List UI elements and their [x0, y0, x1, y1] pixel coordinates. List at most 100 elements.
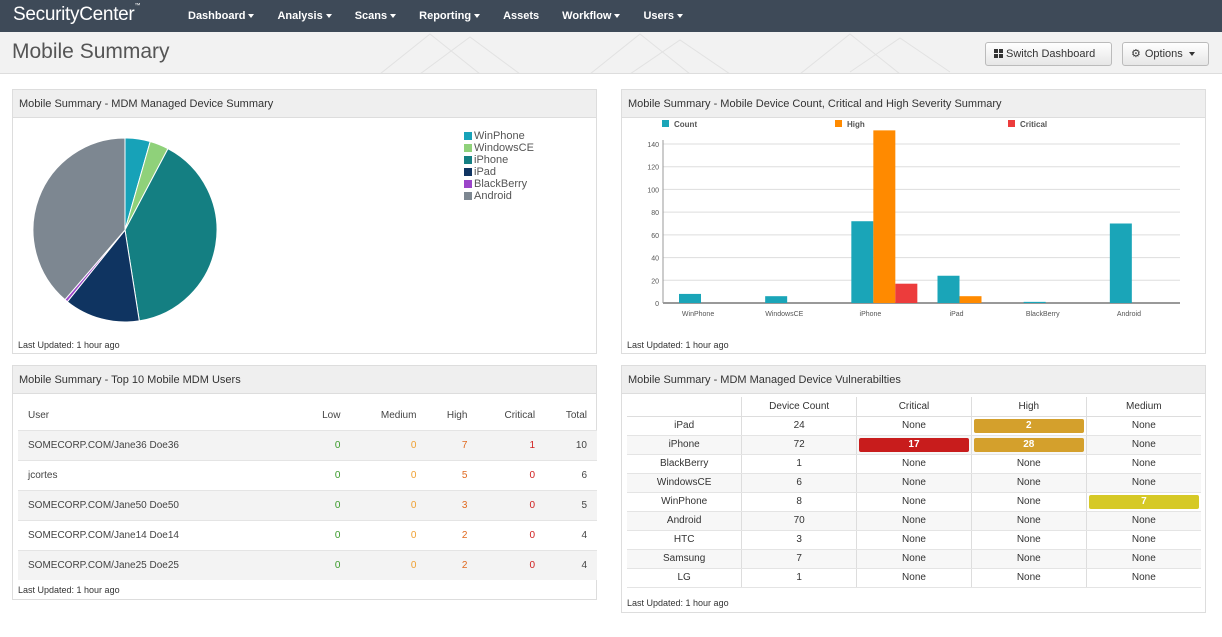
nav-users[interactable]: Users: [643, 0, 684, 32]
table-row[interactable]: WindowsCE 6 None None None: [627, 473, 1201, 493]
bar-count-android[interactable]: [1109, 223, 1132, 304]
cell-count: 24: [741, 416, 857, 436]
pie-slice-iphone[interactable]: [124, 147, 218, 322]
nav-assets[interactable]: Assets: [503, 10, 540, 22]
bar-count-blackberry[interactable]: [1023, 301, 1046, 303]
cell-low: 0: [303, 489, 351, 520]
nav-dashboard[interactable]: Dashboard: [188, 0, 255, 32]
cell-medium: 0: [350, 429, 427, 460]
legend-swatch: [464, 192, 472, 200]
y-tick-label: 80: [651, 210, 659, 217]
top-navbar: SecurityCenter™ Dashboard Analysis Scans Re…: [0, 0, 1222, 32]
table-row[interactable]: Samsung 7 None None None: [627, 549, 1201, 569]
cell-medium: 0: [350, 519, 427, 550]
cell-device: Android: [627, 511, 742, 531]
legend-item-iphone[interactable]: iPhone: [464, 154, 534, 166]
users-table: User Low Medium High Critical Total SOMECORP.…: [18, 402, 597, 580]
table-row[interactable]: SOMECORP.COM/Jane50 Doe50 0 0 3 0 5: [18, 489, 597, 520]
table-row[interactable]: LG 1 None None None: [627, 568, 1201, 588]
bar-count-iphone[interactable]: [851, 221, 874, 303]
cell-medium: 7: [1085, 492, 1201, 512]
cell-low: 0: [303, 519, 351, 550]
column-header-high[interactable]: High: [446, 410, 468, 422]
cell-high: None: [970, 511, 1087, 531]
column-header-device[interactable]: [627, 397, 742, 417]
cell-critical: None: [856, 549, 972, 569]
legend-swatch-high: [835, 120, 842, 127]
legend-swatch: [464, 144, 472, 152]
cell-medium: None: [1085, 454, 1201, 474]
legend-item-ipad[interactable]: iPad: [464, 166, 534, 178]
column-header-high[interactable]: High: [970, 397, 1087, 417]
cell-count: 8: [741, 492, 857, 512]
options-button[interactable]: ⚙ Options: [1122, 42, 1209, 66]
bar-high-ipad[interactable]: [959, 296, 982, 303]
cell-device: BlackBerry: [627, 454, 742, 474]
severity-badge-medium[interactable]: 7: [1088, 494, 1199, 509]
cell-high: 2: [426, 519, 478, 550]
table-row[interactable]: iPhone 72 17 28 None: [627, 435, 1201, 455]
bar-count-winphone[interactable]: [679, 293, 701, 303]
cell-device: Samsung: [627, 549, 742, 569]
pie-slice-android[interactable]: [32, 137, 126, 301]
column-header-total[interactable]: Total: [565, 410, 587, 422]
column-header-medium[interactable]: Medium: [1085, 397, 1201, 417]
cell-device: iPhone: [627, 435, 742, 455]
nav-analysis[interactable]: Analysis: [277, 0, 332, 32]
y-tick-label: 60: [651, 233, 659, 240]
column-header-user[interactable]: User: [28, 410, 50, 422]
bar-high-iphone[interactable]: [873, 130, 896, 303]
column-header-medium[interactable]: Medium: [380, 410, 417, 422]
switch-dashboard-button[interactable]: Switch Dashboard: [985, 42, 1112, 66]
column-header-low[interactable]: Low: [322, 410, 341, 422]
severity-badge-high[interactable]: 2: [973, 418, 1084, 433]
table-row[interactable]: SOMECORP.COM/Jane36 Doe36 0 0 7 1 10: [18, 429, 597, 460]
table-row[interactable]: SOMECORP.COM/Jane14 Doe14 0 0 2 0 4: [18, 519, 597, 550]
table-row[interactable]: Android 70 None None None: [627, 511, 1201, 531]
nav-reporting[interactable]: Reporting: [419, 0, 481, 32]
nav-workflow[interactable]: Workflow: [562, 0, 621, 32]
table-row[interactable]: WinPhone 8 None None 7: [627, 492, 1201, 512]
legend-item-blackberry[interactable]: BlackBerry: [464, 178, 534, 190]
cell-count: 70: [741, 511, 857, 531]
legend-label-critical[interactable]: Critical: [1020, 120, 1047, 129]
legend-item-android[interactable]: Android: [464, 190, 534, 202]
cell-medium: None: [1085, 530, 1201, 550]
cell-critical: 0: [477, 549, 546, 580]
legend-item-winphone[interactable]: WinPhone: [464, 130, 534, 142]
x-tick-label: WinPhone: [682, 311, 714, 318]
legend-label-count[interactable]: Count: [674, 120, 697, 129]
table-row[interactable]: jcortes 0 0 5 0 6: [18, 459, 597, 490]
table-row[interactable]: BlackBerry 1 None None None: [627, 454, 1201, 474]
column-header-device-count[interactable]: Device Count: [741, 397, 857, 417]
legend-item-windowsce[interactable]: WindowsCE: [464, 142, 534, 154]
severity-badge-high[interactable]: 28: [973, 437, 1084, 452]
page-title: Mobile Summary: [12, 40, 170, 63]
legend-swatch: [464, 132, 472, 140]
pie-slice-ipad[interactable]: [66, 228, 140, 323]
y-tick-label: 120: [647, 165, 659, 172]
table-row[interactable]: iPad 24 None 2 None: [627, 416, 1201, 436]
cell-critical: 0: [477, 519, 546, 550]
column-header-critical[interactable]: Critical: [504, 410, 536, 422]
cell-critical: 17: [856, 435, 972, 455]
cell-critical: None: [856, 492, 972, 512]
bar-count-windowsce[interactable]: [765, 296, 788, 303]
cell-medium: 0: [350, 459, 427, 490]
cell-medium: None: [1085, 549, 1201, 569]
cell-count: 3: [741, 530, 857, 550]
cell-count: 7: [741, 549, 857, 569]
column-header-critical[interactable]: Critical: [856, 397, 972, 417]
cell-device: HTC: [627, 530, 742, 550]
brand-logo[interactable]: SecurityCenter™: [13, 2, 141, 25]
nav-scans[interactable]: Scans: [355, 0, 397, 32]
cell-count: 1: [741, 568, 857, 588]
bar-critical-iphone[interactable]: [895, 283, 918, 303]
table-row[interactable]: HTC 3 None None None: [627, 530, 1201, 550]
bar-count-ipad[interactable]: [937, 275, 960, 303]
severity-badge-critical[interactable]: 17: [859, 437, 969, 452]
cell-critical: 0: [477, 459, 546, 490]
legend-label-high[interactable]: High: [847, 120, 865, 129]
table-row[interactable]: SOMECORP.COM/Jane25 Doe25 0 0 2 0 4: [18, 549, 597, 580]
chevron-down-icon: [474, 14, 481, 19]
